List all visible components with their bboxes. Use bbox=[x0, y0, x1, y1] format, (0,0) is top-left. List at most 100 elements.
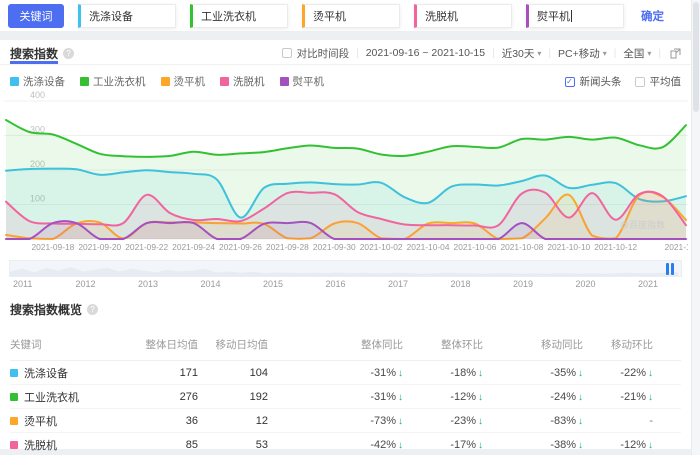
value-cell: -12% ↓ bbox=[620, 438, 653, 451]
keyword-swatch bbox=[10, 440, 18, 449]
separator: | bbox=[613, 47, 617, 59]
average-toggle[interactable]: 平均值 bbox=[634, 74, 681, 89]
compare-period-toggle[interactable]: 对比时间段 bbox=[281, 46, 350, 61]
year-label-2016: 2016 bbox=[325, 279, 346, 289]
timeline-years: 2011 2012 2013 2014 2015 2016 2017 2018 2019 2020… bbox=[9, 279, 682, 291]
value-cell: -35% ↓ bbox=[550, 366, 583, 379]
down-arrow-icon: ↓ bbox=[478, 391, 483, 403]
chevron-down-icon: ▾ bbox=[602, 48, 607, 58]
compare-label: 对比时间段 bbox=[296, 47, 350, 60]
value-cell: 276 bbox=[179, 390, 198, 403]
trend-chart-svg[interactable]: 100 200 300 400 2021-09-18 2021-09-20 2021-09-… bbox=[4, 91, 688, 255]
keyword-label-button[interactable]: 关键词 bbox=[8, 3, 64, 28]
news-checkbox[interactable]: ✓ bbox=[564, 76, 575, 87]
value-cell: -12% ↓ bbox=[450, 390, 483, 403]
table-row-3[interactable]: 烫平机 36 12 -73% ↓ -23% ↓ -83% ↓ - bbox=[10, 409, 681, 433]
keyword-cell: 烫平机 bbox=[10, 413, 108, 429]
y-tick-label: 100 bbox=[30, 194, 45, 204]
tab-search-index[interactable]: 搜索指数 ? bbox=[10, 45, 75, 62]
help-icon[interactable]: ? bbox=[63, 47, 75, 59]
keyword-cell: 洗涤设备 bbox=[10, 365, 108, 381]
series-area-3 bbox=[6, 191, 686, 239]
value-cell: -21% ↓ bbox=[620, 390, 653, 403]
platform-dropdown[interactable]: PC+移动 ▾ bbox=[558, 46, 607, 61]
history-sparkline-area bbox=[10, 267, 678, 276]
keyword-input-1[interactable]: 洗涤设备 bbox=[78, 3, 176, 28]
keyword-input-3[interactable]: 烫平机 bbox=[302, 3, 400, 28]
column-header-2: 整体日均值 bbox=[145, 339, 199, 351]
table-row-4[interactable]: 洗脱机 85 53 -42% ↓ -17% ↓ -38% ↓ -12% ↓ bbox=[10, 433, 681, 455]
region-dropdown[interactable]: 全国 ▾ bbox=[623, 46, 651, 61]
open-in-new-icon[interactable] bbox=[670, 48, 681, 59]
legend-item-2[interactable]: 工业洗衣机 bbox=[80, 74, 146, 89]
down-arrow-icon: ↓ bbox=[578, 367, 583, 379]
year-label-2013: 2013 bbox=[138, 279, 159, 289]
value-cell: -73% ↓ bbox=[370, 414, 403, 427]
x-tick-label: 2021-10-04 bbox=[407, 242, 450, 252]
year-label-2020: 2020 bbox=[575, 279, 596, 289]
search-index-panel: 搜索指数 ? 对比时间段 | 2021-09-16 ~ 2021-10-15 |… bbox=[0, 40, 691, 452]
keyword-text: 熨平机 bbox=[537, 10, 570, 23]
average-checkbox[interactable] bbox=[634, 76, 645, 87]
x-tick-label: 2021-09-28 bbox=[266, 242, 309, 252]
year-label-2021: 2021 bbox=[638, 279, 659, 289]
down-arrow-icon: ↓ bbox=[578, 391, 583, 403]
x-tick-label: 2021-10-10 bbox=[547, 242, 590, 252]
legend-item-3[interactable]: 烫平机 bbox=[160, 74, 205, 89]
chevron-down-icon: ▾ bbox=[647, 48, 652, 58]
keyword-name: 洗脱机 bbox=[24, 439, 57, 452]
chart-legend: 洗涤设备 工业洗衣机 烫平机 洗脱机 熨平机 bbox=[10, 74, 339, 89]
help-icon[interactable]: ? bbox=[87, 304, 99, 315]
page-scrollbar[interactable] bbox=[691, 0, 700, 455]
x-tick-label: 2021-09-22 bbox=[125, 242, 168, 252]
column-header-1: 关键词 bbox=[10, 339, 42, 351]
confirm-button[interactable]: 确定 bbox=[641, 10, 664, 23]
legend-item-5[interactable]: 熨平机 bbox=[279, 74, 324, 89]
news-label: 新闻头条 bbox=[579, 76, 622, 88]
trend-chart[interactable]: 100 200 300 400 2021-09-18 2021-09-20 2021-09-… bbox=[0, 91, 691, 255]
keyword-swatch bbox=[10, 392, 18, 401]
compare-checkbox[interactable] bbox=[281, 48, 292, 58]
value-cell: 12 bbox=[255, 414, 268, 427]
down-arrow-icon: ↓ bbox=[478, 439, 483, 451]
value-cell: -83% ↓ bbox=[550, 414, 583, 427]
keyword-text: 洗脱机 bbox=[425, 10, 458, 23]
text-caret-icon bbox=[571, 9, 572, 22]
scrollbar-thumb[interactable] bbox=[693, 2, 699, 112]
slider-handle-left[interactable] bbox=[666, 263, 669, 275]
keyword-bar: 关键词 洗涤设备 工业洗衣机 烫平机 洗脱机 熨平机 确定 bbox=[0, 0, 691, 31]
table-body: 洗涤设备 171 104 -31% ↓ -18% ↓ -35% ↓ -22% ↓ 工业洗衣机 276 19… bbox=[10, 361, 681, 455]
table-row-2[interactable]: 工业洗衣机 276 192 -31% ↓ -12% ↓ -24% ↓ -21% ↓ bbox=[10, 385, 681, 409]
value-cell: -38% ↓ bbox=[550, 438, 583, 451]
slider-handle-right[interactable] bbox=[671, 263, 674, 275]
x-tick-label: 2021-10-12 bbox=[594, 242, 637, 252]
platform-value: PC+移动 bbox=[558, 47, 600, 60]
table-row-1[interactable]: 洗涤设备 171 104 -31% ↓ -18% ↓ -35% ↓ -22% ↓ bbox=[10, 361, 681, 385]
keyword-input-2[interactable]: 工业洗衣机 bbox=[190, 3, 288, 28]
keyword-input-4[interactable]: 洗脱机 bbox=[414, 3, 512, 28]
value-cell: -17% ↓ bbox=[450, 438, 483, 451]
legend-toggles: ✓ 新闻头条 平均值 bbox=[564, 74, 681, 89]
legend-label: 洗涤设备 bbox=[23, 76, 65, 88]
timeline-sparkline bbox=[10, 267, 678, 276]
year-label-2011: 2011 bbox=[13, 279, 33, 289]
timeline-slider[interactable] bbox=[9, 260, 682, 277]
year-label-2018: 2018 bbox=[450, 279, 471, 289]
separator: | bbox=[356, 47, 359, 59]
series-line-4 bbox=[5, 188, 687, 229]
series-line-1 bbox=[5, 167, 687, 219]
keyword-input-5[interactable]: 熨平机 bbox=[526, 3, 624, 28]
down-arrow-icon: ↓ bbox=[398, 391, 403, 403]
year-label-2017: 2017 bbox=[388, 279, 409, 289]
value-cell: 171 bbox=[179, 366, 198, 379]
news-headline-toggle[interactable]: ✓ 新闻头条 bbox=[564, 74, 622, 89]
time-range-dropdown[interactable]: 近30天 ▾ bbox=[502, 46, 542, 61]
date-range-picker[interactable]: 2021-09-16 ~ 2021-10-15 bbox=[366, 47, 485, 59]
legend-label: 工业洗衣机 bbox=[93, 76, 146, 88]
legend-item-4[interactable]: 洗脱机 bbox=[220, 74, 265, 89]
year-label-2019: 2019 bbox=[513, 279, 534, 289]
slider-handle-group[interactable] bbox=[666, 263, 674, 275]
legend-item-1[interactable]: 洗涤设备 bbox=[10, 74, 65, 89]
region-value: 全国 bbox=[623, 47, 645, 60]
column-header-4: 整体同比 bbox=[361, 339, 403, 351]
